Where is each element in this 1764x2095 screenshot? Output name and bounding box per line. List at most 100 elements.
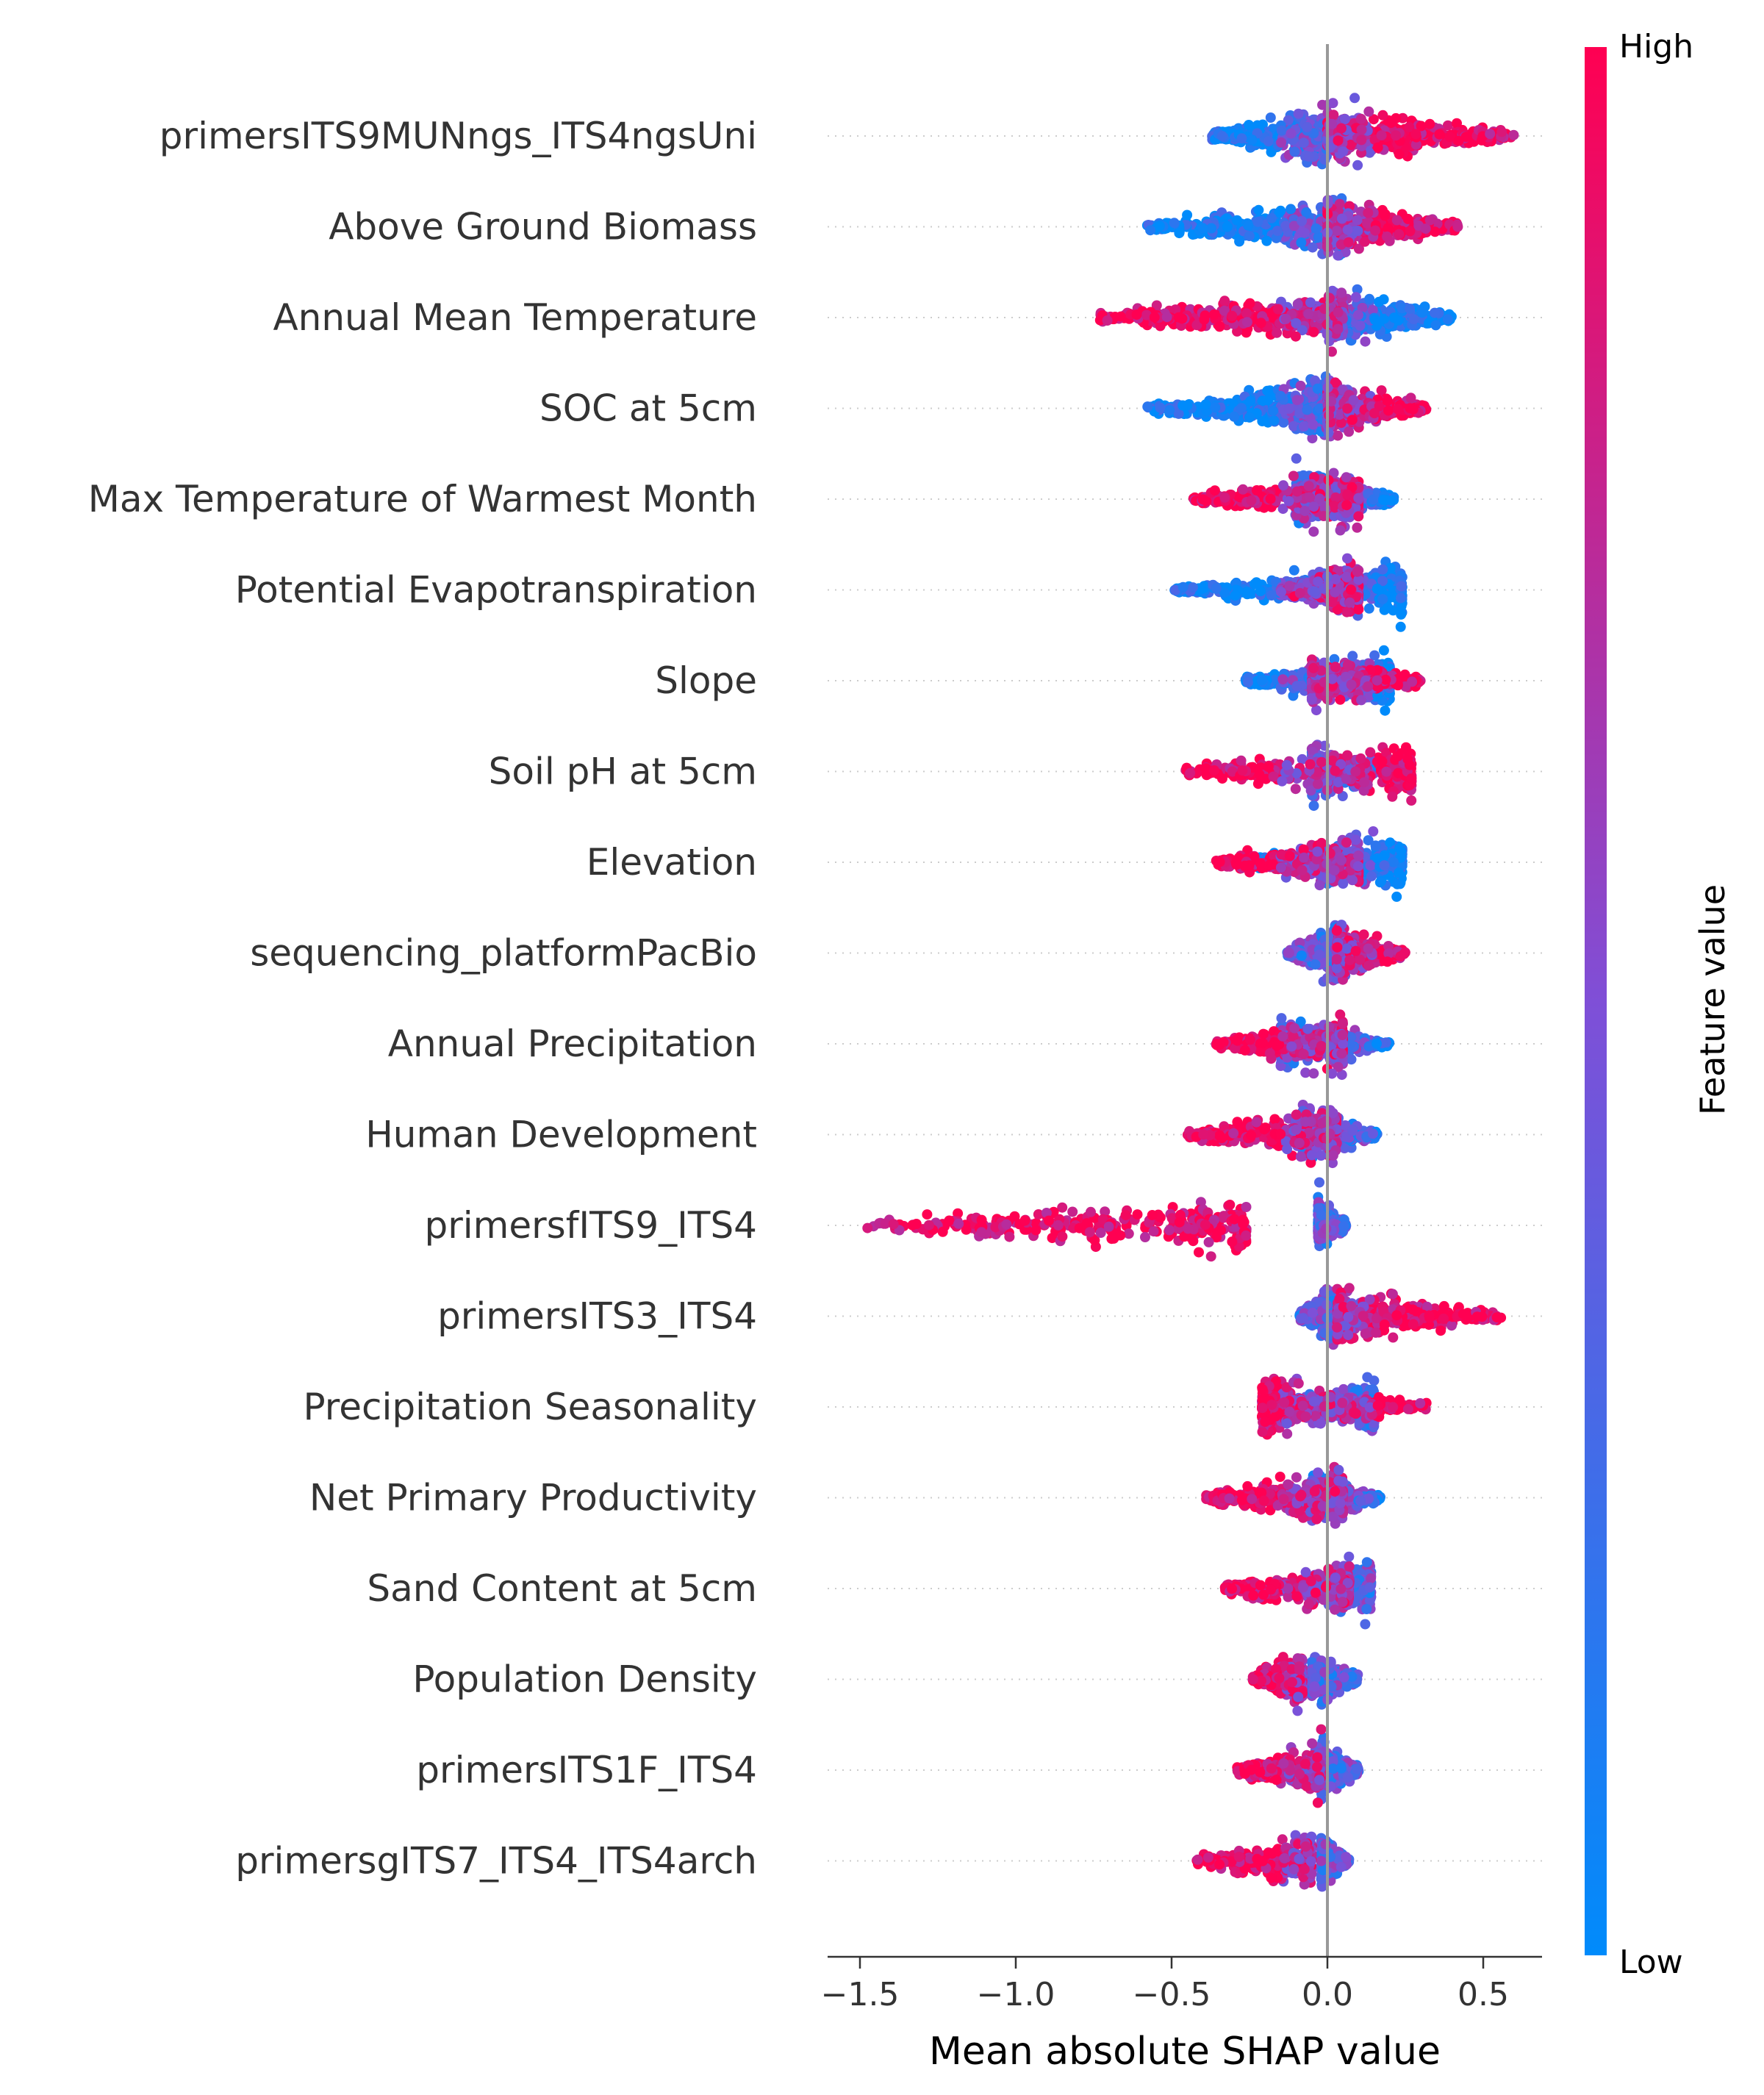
shap-point bbox=[1352, 226, 1363, 236]
shap-point bbox=[1296, 237, 1307, 248]
shap-point bbox=[1177, 400, 1188, 411]
shap-point bbox=[1343, 237, 1354, 248]
shap-point bbox=[1199, 314, 1210, 325]
shap-point bbox=[1278, 480, 1288, 491]
shap-point bbox=[1393, 404, 1403, 415]
shap-point bbox=[1291, 486, 1302, 497]
shap-point bbox=[1355, 320, 1366, 331]
shap-point bbox=[1302, 121, 1313, 132]
shap-point bbox=[1269, 415, 1280, 426]
shap-point bbox=[1434, 129, 1445, 140]
shap-point bbox=[1244, 412, 1255, 423]
shap-point bbox=[1341, 472, 1352, 483]
shap-point bbox=[1283, 495, 1294, 506]
shap-point bbox=[1424, 215, 1435, 226]
shap-point bbox=[1333, 250, 1344, 261]
shap-point bbox=[1142, 401, 1153, 412]
shap-point bbox=[1298, 470, 1309, 481]
shap-point bbox=[1276, 137, 1287, 148]
shap-point bbox=[1402, 213, 1413, 224]
shap-point bbox=[1236, 133, 1247, 144]
shap-point bbox=[1378, 495, 1388, 505]
shap-point bbox=[1197, 223, 1208, 234]
shap-point bbox=[1219, 492, 1230, 503]
row-guides bbox=[828, 135, 1542, 1862]
shap-point bbox=[1444, 132, 1455, 142]
shap-point bbox=[1268, 405, 1279, 416]
shap-point bbox=[1266, 590, 1277, 601]
shap-point bbox=[1363, 603, 1374, 614]
shap-point bbox=[1452, 118, 1462, 129]
shap-point bbox=[1308, 326, 1319, 337]
shap-point bbox=[1380, 210, 1391, 221]
shap-point bbox=[1257, 395, 1268, 407]
shap-point bbox=[1277, 674, 1288, 685]
shap-point bbox=[1291, 318, 1302, 329]
shap-point bbox=[1154, 221, 1165, 232]
shap-point bbox=[1336, 123, 1347, 134]
shap-point bbox=[1312, 383, 1323, 394]
shap-point bbox=[1251, 485, 1262, 495]
shap-point bbox=[1311, 223, 1322, 234]
shap-point bbox=[1308, 419, 1319, 430]
shap-point bbox=[1290, 331, 1301, 342]
shap-point bbox=[1219, 296, 1230, 307]
shap-point bbox=[1299, 421, 1309, 431]
shap-point bbox=[1396, 581, 1407, 592]
shap-point bbox=[1394, 229, 1405, 240]
shap-point bbox=[1372, 142, 1383, 153]
shap-point bbox=[1229, 411, 1240, 422]
shap-point bbox=[1211, 583, 1222, 594]
shap-point bbox=[1369, 408, 1380, 419]
shap-point bbox=[1352, 215, 1363, 226]
shap-point bbox=[1242, 677, 1253, 688]
shap-point bbox=[1377, 110, 1388, 121]
shap-point bbox=[1291, 453, 1302, 464]
shap-point bbox=[1241, 308, 1252, 319]
shap-point bbox=[1370, 225, 1381, 236]
shap-point bbox=[1209, 485, 1220, 496]
shap-point bbox=[1363, 106, 1374, 117]
shap-point bbox=[1214, 321, 1225, 332]
shap-point bbox=[1347, 651, 1358, 662]
shap-point bbox=[1328, 110, 1339, 121]
shap-point bbox=[1155, 402, 1166, 413]
shap-point bbox=[1382, 395, 1393, 407]
shap-point bbox=[1333, 307, 1344, 318]
shap-point bbox=[1288, 565, 1299, 576]
shap-point bbox=[1200, 399, 1211, 410]
shap-point bbox=[1405, 403, 1416, 414]
shap-point bbox=[1272, 304, 1283, 315]
shap-point bbox=[1244, 231, 1255, 241]
shap-point bbox=[1363, 207, 1374, 218]
shap-point bbox=[1246, 495, 1257, 506]
shap-point bbox=[1294, 587, 1305, 598]
shap-point bbox=[1380, 705, 1391, 716]
shap-point bbox=[1197, 494, 1208, 505]
shap-point bbox=[1317, 99, 1328, 110]
shap-points bbox=[862, 93, 1519, 1892]
shap-point bbox=[1383, 405, 1394, 416]
shap-point bbox=[1382, 231, 1393, 242]
shap-point bbox=[1376, 130, 1387, 141]
shap-point bbox=[1342, 553, 1352, 564]
shap-point bbox=[1391, 130, 1402, 141]
shap-point bbox=[1356, 135, 1367, 146]
feature-row-points bbox=[1142, 371, 1432, 444]
shap-point bbox=[1305, 492, 1315, 503]
shap-point bbox=[1177, 581, 1188, 592]
shap-point bbox=[1288, 470, 1299, 481]
shap-point bbox=[1245, 395, 1256, 407]
shap-point bbox=[1344, 597, 1355, 608]
shap-point bbox=[1391, 215, 1402, 226]
shap-point bbox=[1344, 426, 1355, 437]
shap-point bbox=[1303, 151, 1314, 162]
shap-point bbox=[1335, 525, 1346, 536]
shap-point bbox=[1430, 320, 1441, 331]
shap-point bbox=[1508, 129, 1519, 140]
shap-point bbox=[1395, 592, 1406, 604]
shap-point bbox=[1353, 511, 1364, 522]
shap-point bbox=[1307, 242, 1318, 253]
shap-point bbox=[1236, 403, 1247, 414]
